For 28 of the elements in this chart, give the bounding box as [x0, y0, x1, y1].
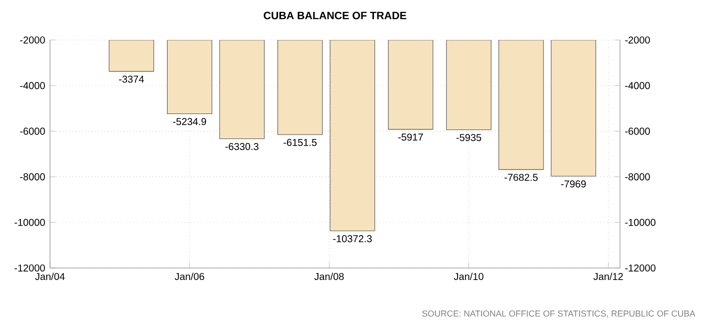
x-tick-label: Jan/12: [594, 272, 623, 280]
data-label: -5935: [456, 134, 482, 142]
x-tick-label: Jan/06: [174, 272, 204, 280]
data-label: -5917: [398, 134, 423, 141]
data-label: -7969: [561, 180, 586, 188]
data-label: -10372.3: [333, 235, 372, 242]
y-tick-label: -10000: [14, 218, 45, 226]
y-tick-label: -12000: [14, 264, 45, 272]
data-label: -6330.3: [225, 142, 258, 150]
y-tick-label: -2000: [20, 36, 45, 44]
chart-title: CUBA BALANCE OF TRADE: [264, 12, 406, 20]
data-label: -6151.5: [284, 138, 317, 146]
y-tick-label: -8000: [20, 173, 45, 180]
x-tick-label: Jan/10: [454, 272, 484, 280]
x-tick-label: Jan/08: [314, 272, 344, 280]
y2-tick-label: -2000: [625, 36, 650, 44]
y2-tick-label: -4000: [625, 82, 650, 90]
y2-tick-label: -10000: [625, 218, 656, 226]
data-label: -7682.5: [504, 174, 538, 181]
y2-tick-label: -12000: [625, 264, 656, 272]
data-label: -5234.9: [173, 118, 206, 126]
y2-tick-label: -6000: [625, 128, 650, 135]
source-note: SOURCE: NATIONAL OFFICE OF STATISTICS, REPUBLIC OF CUBA: [422, 310, 696, 318]
data-label: -3374: [119, 76, 144, 83]
y-tick-label: -6000: [20, 128, 45, 135]
x-tick-label: Jan/04: [35, 272, 65, 280]
y2-tick-label: -8000: [625, 173, 650, 180]
y-tick-label: -4000: [20, 82, 45, 90]
